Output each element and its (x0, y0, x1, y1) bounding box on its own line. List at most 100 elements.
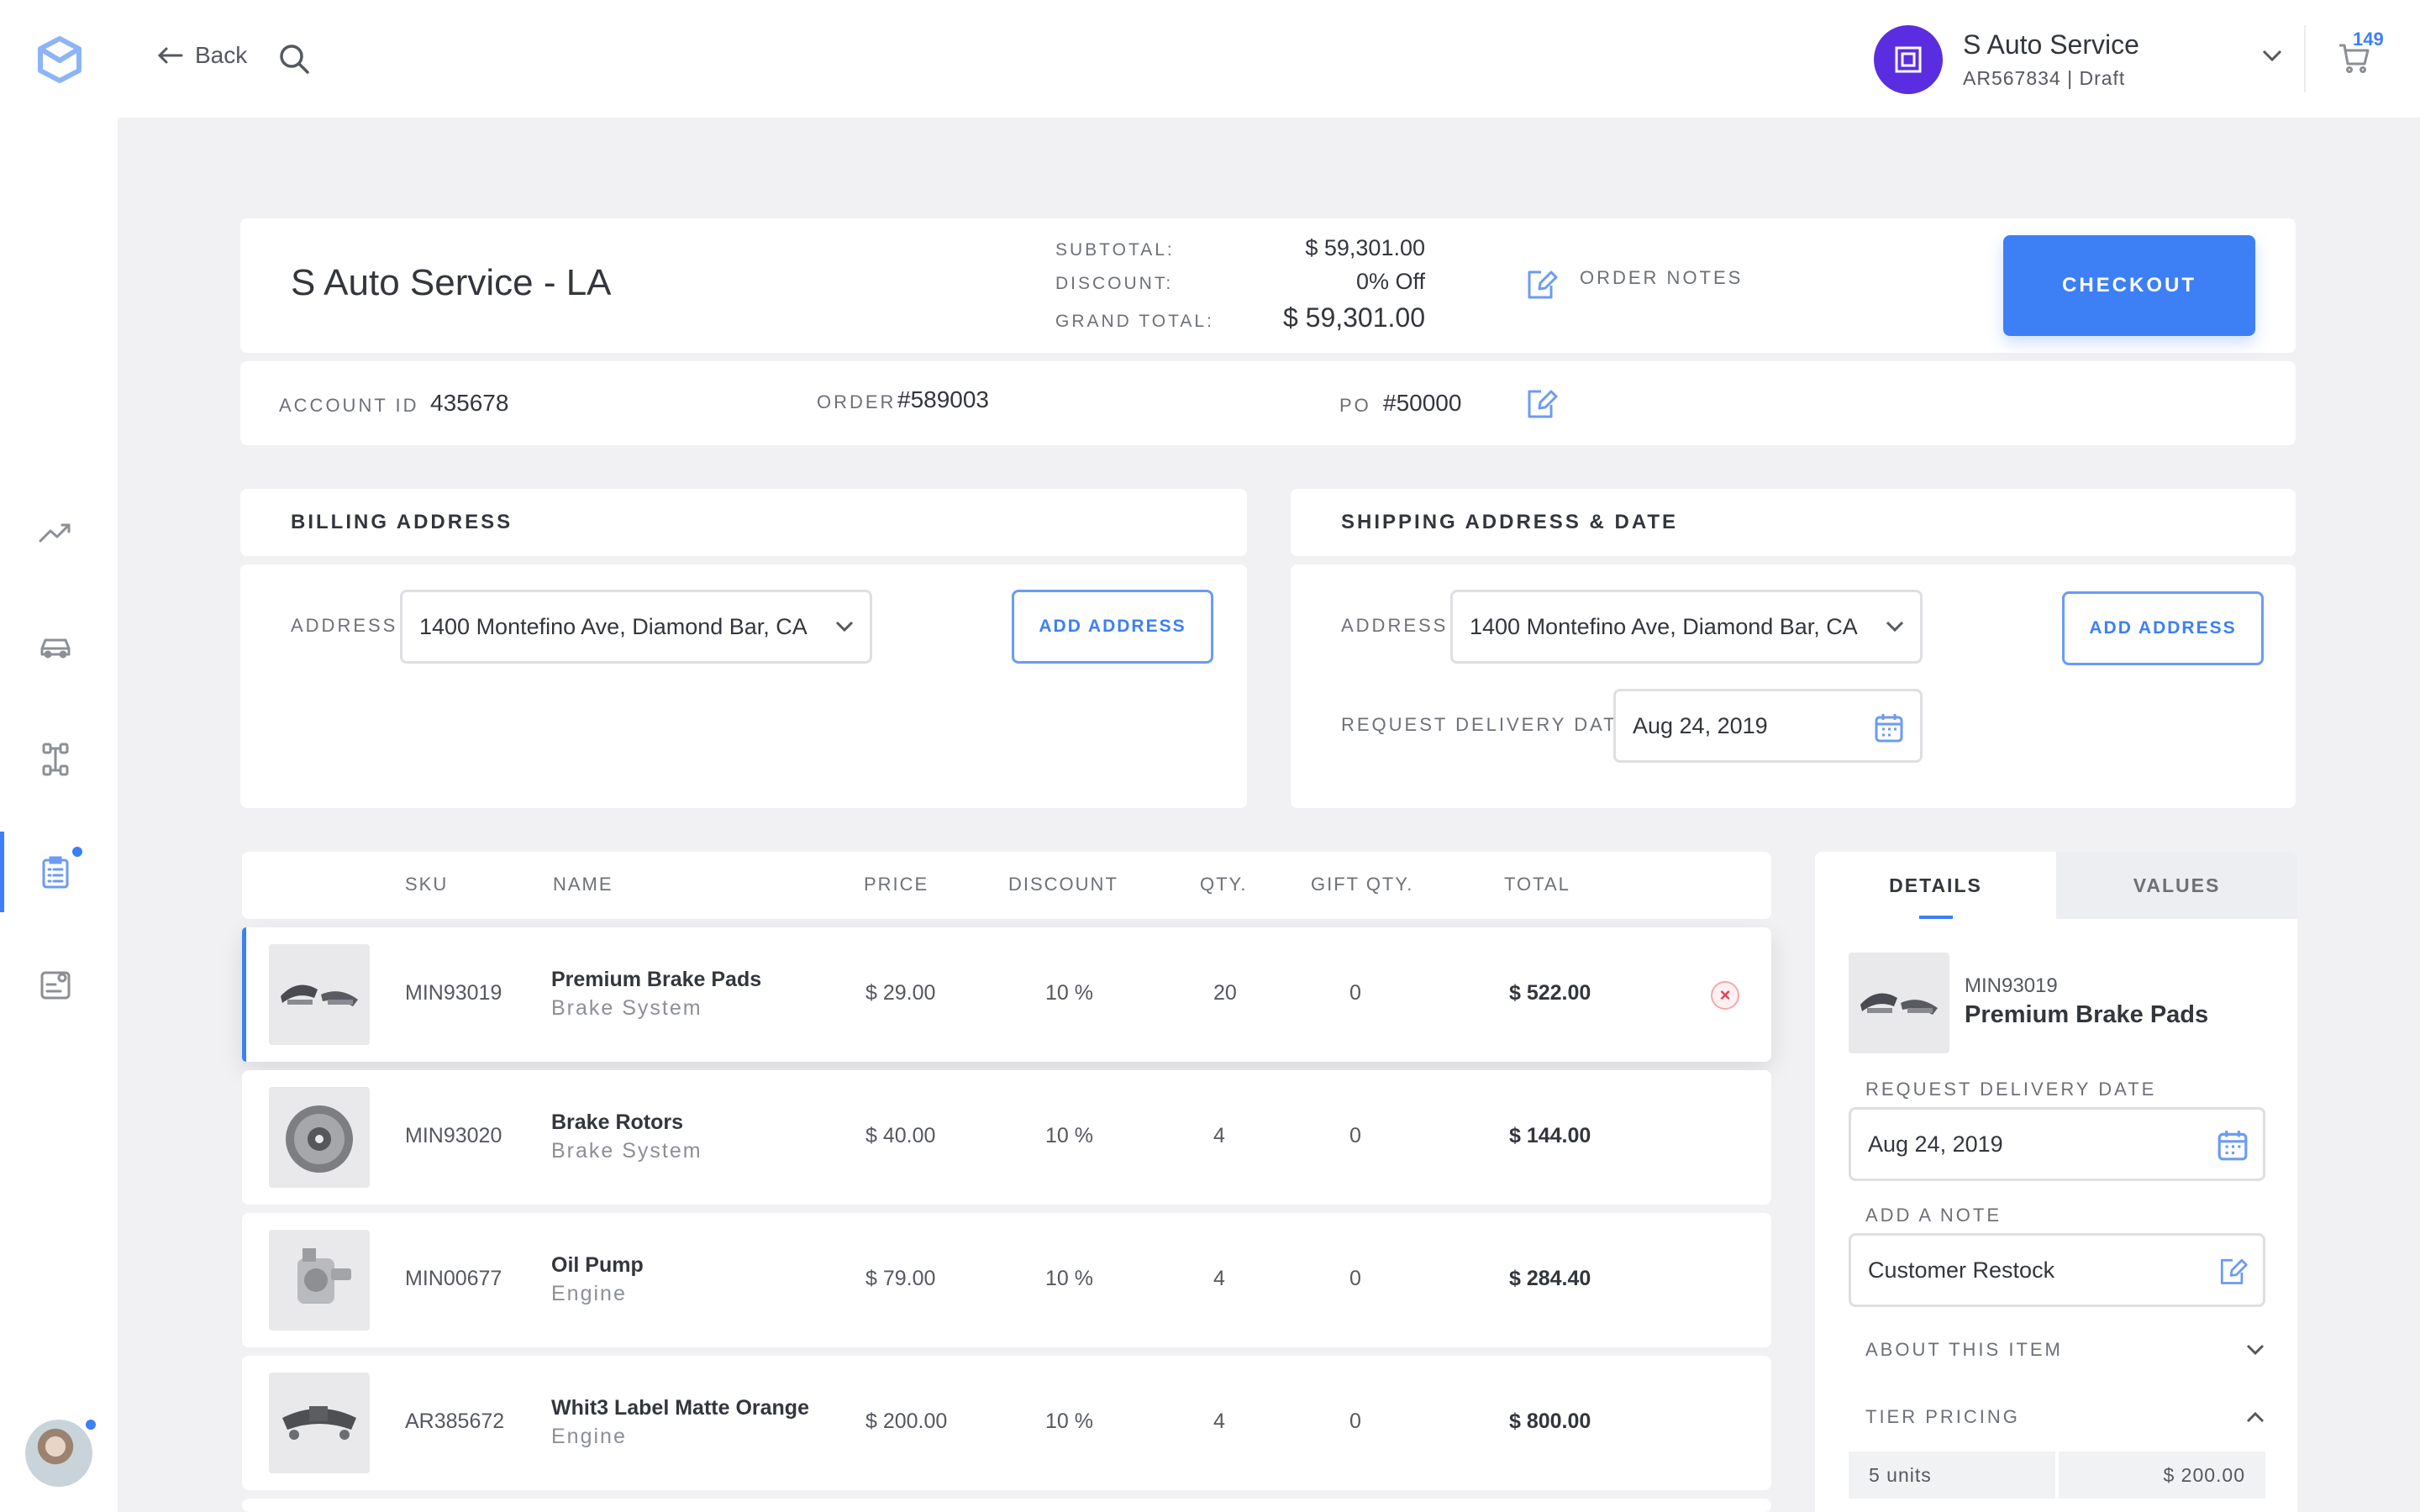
row-name[interactable]: Premium Brake Pads (551, 968, 762, 991)
table-row[interactable]: MIN00677 Oil Pump Engine $ 79.00 10 % 4 … (242, 1213, 1771, 1347)
oil-pump-image (269, 1230, 370, 1331)
panel-note-label: ADD A NOTE (1865, 1205, 2002, 1226)
tier-units: 5 units (1849, 1452, 2055, 1499)
shipping-address-label: ADDRESS (1341, 615, 1449, 636)
orders-notification-dot (72, 847, 82, 857)
tier-price: $ 200.00 (2059, 1452, 2265, 1499)
row-name[interactable]: Whit3 Label Matte Orange (551, 1396, 809, 1420)
row-discount: 10 % (1045, 1410, 1093, 1433)
chevron-down-icon (2246, 1344, 2265, 1356)
top-bar (0, 0, 2420, 118)
row-name[interactable]: Oil Pump (551, 1253, 644, 1277)
tab-details[interactable]: DETAILS (1815, 852, 2056, 919)
chevron-down-icon (835, 621, 854, 633)
tier-pricing-toggle[interactable]: TIER PRICING (1865, 1406, 2265, 1428)
nav-active-indicator (0, 832, 4, 912)
delivery-date-field[interactable]: Aug 24, 2019 (1613, 689, 1923, 763)
row-category: Brake System (551, 996, 702, 1020)
billing-add-address-button[interactable]: ADD ADDRESS (1012, 590, 1213, 664)
calendar-icon[interactable] (1873, 711, 1905, 743)
order-notes-label: ORDER NOTES (1580, 267, 1744, 288)
chevron-up-icon (2246, 1411, 2265, 1423)
back-button[interactable]: Back (156, 42, 247, 69)
panel-date-field[interactable]: Aug 24, 2019 (1849, 1107, 2265, 1181)
po-label: PO (1339, 395, 1371, 416)
trend-icon[interactable] (37, 514, 74, 551)
tab-underline (1919, 916, 1953, 919)
row-name[interactable]: Brake Rotors (551, 1110, 683, 1134)
brake-pads-image (269, 944, 370, 1045)
table-header (242, 852, 1771, 919)
cube-logo-icon[interactable] (37, 35, 82, 84)
profile-card-icon[interactable] (37, 966, 74, 1003)
col-gift-qty: GIFT QTY. (1311, 874, 1414, 895)
col-qty: QTY. (1200, 874, 1248, 895)
remove-icon[interactable]: × (1711, 981, 1739, 1010)
shipping-address-select[interactable]: 1400 Montefino Ave, Diamond Bar, CA (1450, 590, 1923, 664)
row-gift-qty[interactable]: 0 (1349, 981, 1361, 1005)
row-category: Engine (551, 1425, 627, 1448)
table-row[interactable]: MIN93019 Premium Brake Pads Brake System… (242, 927, 1771, 1062)
orders-icon[interactable] (37, 853, 74, 890)
avatar-notification-dot (86, 1420, 96, 1430)
calendar-icon[interactable] (2216, 1128, 2249, 1162)
edit-icon[interactable] (1523, 265, 1560, 302)
row-total: $ 144.00 (1509, 1124, 1591, 1147)
row-gift-qty[interactable]: 0 (1349, 1410, 1361, 1433)
billing-address-value: 1400 Montefino Ave, Diamond Bar, CA (419, 613, 808, 639)
brake-rotor-image (269, 1087, 370, 1188)
avatar[interactable] (25, 1420, 92, 1487)
row-price: $ 29.00 (865, 981, 936, 1005)
delivery-date-value: Aug 24, 2019 (1633, 712, 1768, 738)
axle-icon[interactable] (37, 741, 74, 778)
row-gift-qty[interactable]: 0 (1349, 1124, 1361, 1147)
delivery-date-label: REQUEST DELIVERY DATE (1341, 714, 1633, 735)
row-sku: MIN93020 (405, 1124, 502, 1147)
table-row[interactable]: AR385672 Whit3 Label Matte Orange Engine… (242, 1356, 1771, 1490)
order-value: #589003 (897, 386, 990, 412)
grand-total-value: $ 59,301.00 (1282, 302, 1425, 333)
cart-icon[interactable] (2338, 40, 2371, 74)
row-total: $ 522.00 (1509, 981, 1591, 1005)
col-total: TOTAL (1504, 874, 1570, 895)
account-switcher[interactable]: S Auto Service AR567834 | Draft (1874, 25, 2139, 94)
row-price: $ 200.00 (865, 1410, 948, 1433)
cart-count: 149 (2353, 29, 2384, 50)
subtotal-label: SUBTOTAL: (1055, 240, 1175, 260)
car-icon[interactable] (37, 627, 74, 664)
chevron-down-icon[interactable] (2260, 47, 2284, 64)
chevron-down-icon (1886, 621, 1904, 633)
edit-icon[interactable] (2216, 1254, 2249, 1288)
item-details-panel: DETAILS VALUES MIN93019 Premium Brake Pa… (1815, 852, 2297, 1512)
row-category: Engine (551, 1282, 627, 1305)
shipping-header: SHIPPING ADDRESS & DATE (1291, 489, 2296, 556)
order-label: ORDER (817, 391, 897, 412)
shipping-add-address-button[interactable]: ADD ADDRESS (2062, 591, 2264, 665)
grand-total-label: GRAND TOTAL: (1055, 312, 1214, 331)
row-qty[interactable]: 20 (1213, 981, 1237, 1005)
billing-address-label: ADDRESS (291, 615, 398, 636)
col-name: NAME (553, 874, 613, 895)
row-qty[interactable]: 4 (1213, 1267, 1225, 1290)
order-summary-card: S Auto Service - LA SUBTOTAL: $ 59,301.00… (240, 218, 2296, 353)
col-discount: DISCOUNT (1008, 874, 1118, 895)
panel-date-value: Aug 24, 2019 (1868, 1131, 2003, 1157)
account-badge-icon (1874, 25, 1943, 94)
divider (2304, 25, 2306, 92)
account-id-value: 435678 (430, 390, 509, 416)
row-qty[interactable]: 4 (1213, 1124, 1225, 1147)
edit-icon[interactable] (1523, 385, 1560, 422)
search-icon[interactable] (277, 42, 311, 76)
tab-values[interactable]: VALUES (2056, 852, 2297, 919)
about-item-label: ABOUT THIS ITEM (1865, 1339, 2063, 1360)
row-discount: 10 % (1045, 1267, 1093, 1290)
about-item-toggle[interactable]: ABOUT THIS ITEM (1865, 1339, 2265, 1361)
shipping-title: SHIPPING ADDRESS & DATE (1341, 511, 1679, 533)
panel-note-field[interactable]: Customer Restock (1849, 1233, 2265, 1307)
order-ids-card: ACCOUNT ID 435678 ORDER #589003 PO #5000… (240, 361, 2296, 445)
row-qty[interactable]: 4 (1213, 1410, 1225, 1433)
checkout-button[interactable]: CHECKOUT (2003, 235, 2255, 336)
billing-address-select[interactable]: 1400 Montefino Ave, Diamond Bar, CA (400, 590, 872, 664)
row-gift-qty[interactable]: 0 (1349, 1267, 1361, 1290)
table-row[interactable]: MIN93020 Brake Rotors Brake System $ 40.… (242, 1070, 1771, 1205)
